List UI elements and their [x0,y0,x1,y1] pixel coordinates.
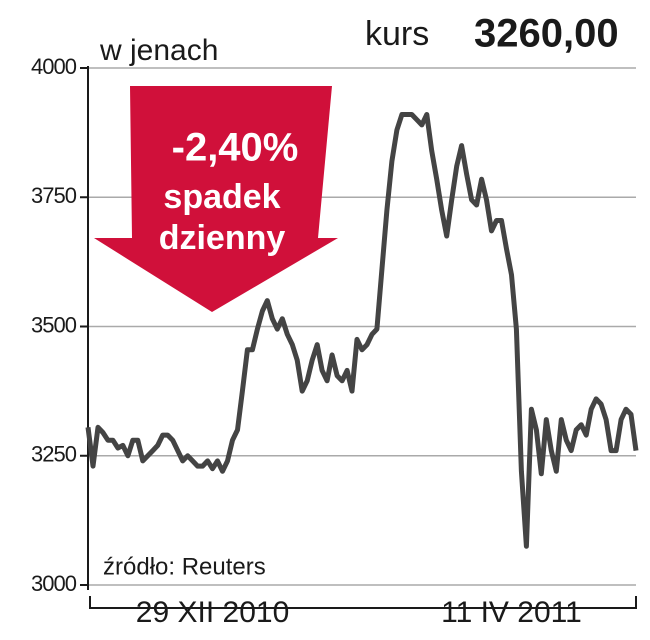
y-axis-label: w jenach [99,34,218,67]
chart-title: kurs [365,15,429,53]
change-value: -2,40% [172,126,299,170]
x-tick-label: 11 IV 2011 [441,596,582,629]
y-tick-label: 3500 [31,312,77,337]
y-tick-label: 4000 [31,54,77,79]
x-tick-label: 29 XII 2010 [136,596,289,629]
change-arrow [94,86,338,312]
y-tick-label: 3000 [31,571,77,596]
current-price: 3260,00 [474,12,619,56]
y-tick-label: 3250 [31,442,77,467]
y-tick-label: 3750 [31,183,77,208]
source: źródło: Reuters [103,553,266,580]
annotation-line: dzienny [159,219,286,257]
x-range-bracket [89,596,637,609]
plot: 29 XII 2010 11 IV 2011 [85,112,639,629]
grid: 3000 3250 3500 3750 4000 [31,54,636,596]
price-line [85,112,639,549]
annotation-line: spadek [163,178,280,216]
